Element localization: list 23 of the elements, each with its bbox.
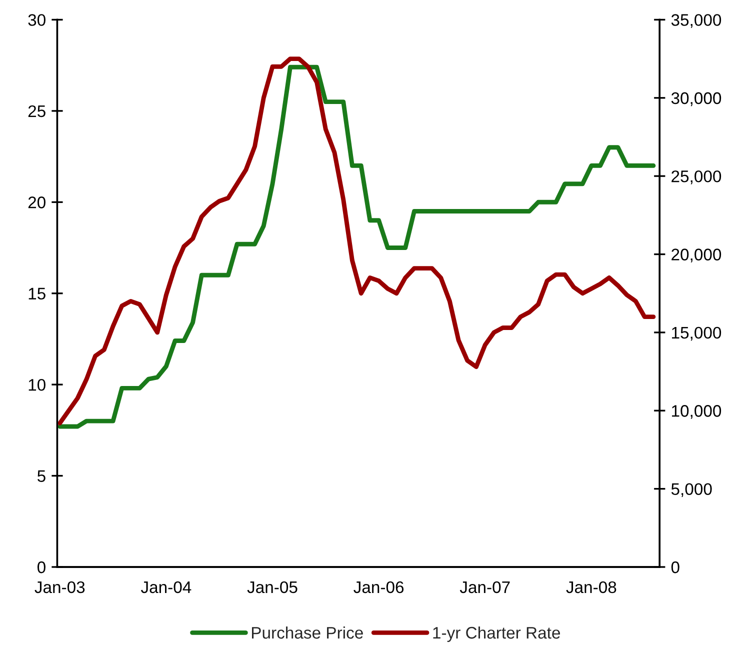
y-tick-label: 20: [28, 196, 46, 208]
y-tick-label: 30: [28, 14, 46, 26]
y-tick-label: 0: [38, 561, 46, 574]
y-tick-label: 25: [28, 105, 46, 118]
y2-tick-label: 10,000: [672, 405, 722, 419]
y2-tick-label: 25,000: [672, 170, 722, 184]
y2-tick-label: 20,000: [672, 248, 722, 262]
y2-tick-label: 30,000: [671, 92, 722, 106]
x-tick-label: Jan-03: [34, 581, 85, 594]
y-tick-label: 15: [28, 288, 46, 300]
x-tick-label: Jan-05: [247, 581, 298, 594]
y2-tick-label: 5,000: [671, 483, 712, 497]
x-tick-label: Jan-06: [354, 581, 404, 594]
x-tick-label: Jan-07: [460, 581, 510, 594]
y2-tick-label: 0: [671, 561, 680, 574]
legend-label: 1-yr Charter Rate: [433, 626, 560, 642]
legend-label: Purchase Price: [252, 626, 363, 639]
x-tick-label: Jan-04: [140, 581, 192, 594]
y-tick-label: 5: [38, 470, 46, 482]
y2-tick-label: 15,000: [672, 326, 722, 341]
y2-tick-label: 35,000: [671, 14, 722, 28]
x-tick-label: Jan-08: [566, 581, 616, 594]
y-tick-label: 10: [28, 378, 46, 391]
